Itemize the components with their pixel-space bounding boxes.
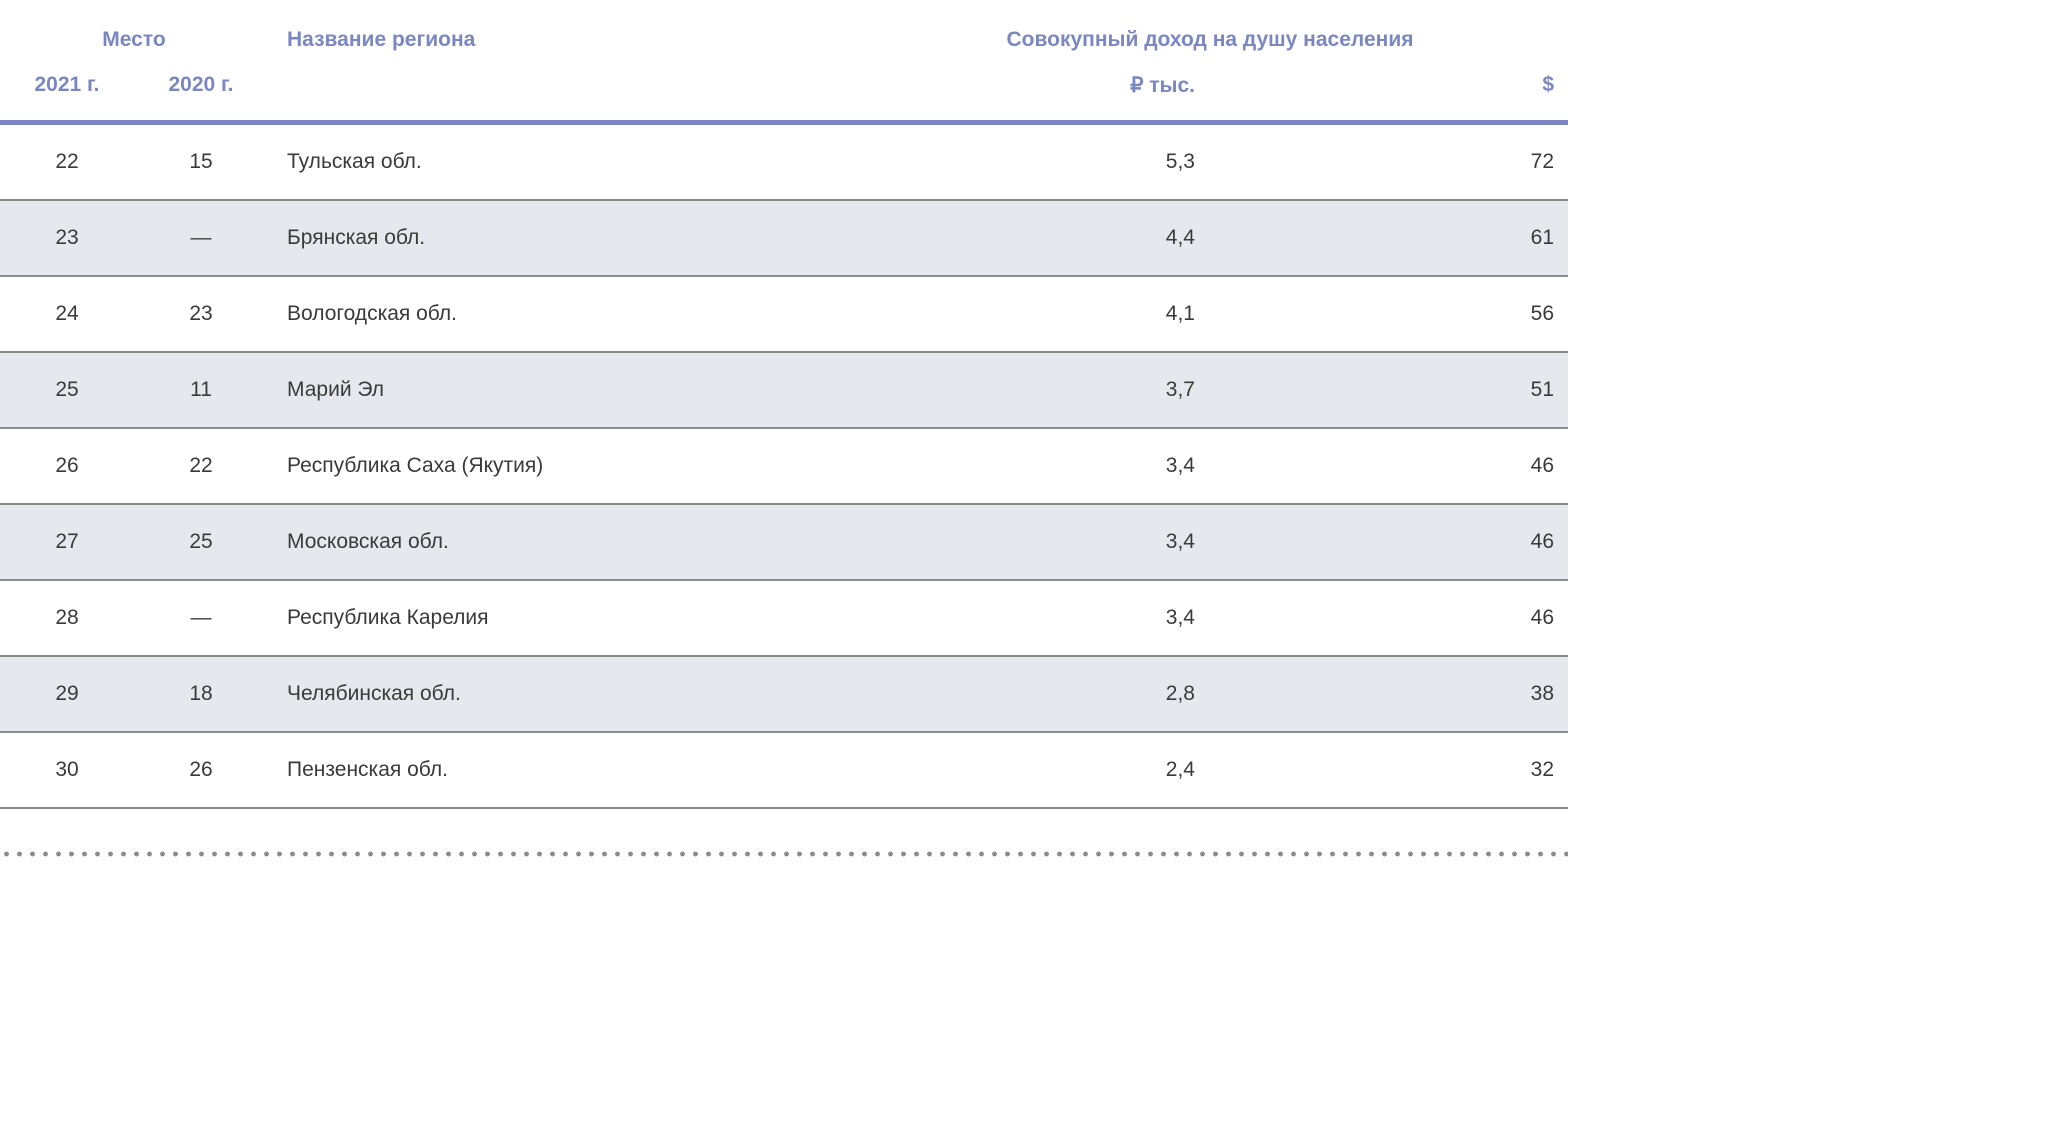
header-usd: $ xyxy=(1542,73,1554,96)
cell-income-usd: 51 xyxy=(1530,378,1554,401)
cell-income-rub: 3,4 xyxy=(1165,606,1195,629)
cell-income-usd: 61 xyxy=(1530,226,1554,249)
cell-rank-2021: 30 xyxy=(55,758,79,781)
table-row: 24 23 Вологодская обл. 4,1 56 xyxy=(0,277,1568,353)
cell-rank-2021: 29 xyxy=(55,682,79,705)
cell-rank-2020: 18 xyxy=(189,682,213,705)
cell-region: Тульская обл. xyxy=(287,150,422,173)
header-region-name: Название региона xyxy=(287,28,476,51)
table-row: 25 11 Марий Эл 3,7 51 xyxy=(0,353,1568,429)
cell-income-usd: 38 xyxy=(1530,682,1554,705)
table-row: 29 18 Челябинская обл. 2,8 38 xyxy=(0,657,1568,733)
header-year-2020: 2020 г. xyxy=(168,73,234,96)
cell-rank-2020: 11 xyxy=(190,378,212,401)
cell-rank-2020: 15 xyxy=(189,150,213,173)
cell-region: Челябинская обл. xyxy=(287,682,461,705)
cell-income-rub: 4,4 xyxy=(1165,226,1195,249)
cell-rank-2020: 22 xyxy=(189,454,213,477)
cell-region: Пензенская обл. xyxy=(287,758,448,781)
cell-rank-2020: 25 xyxy=(189,530,213,553)
income-ranking-table: Место 2021 г. 2020 г. Название региона С… xyxy=(0,0,1568,857)
table-row: 28 — Республика Карелия 3,4 46 xyxy=(0,581,1568,657)
cell-income-rub: 2,4 xyxy=(1165,758,1195,781)
cell-income-usd: 72 xyxy=(1530,150,1554,173)
cell-rank-2021: 22 xyxy=(55,150,79,173)
cell-rank-2020: — xyxy=(190,606,212,629)
cell-region: Республика Саха (Якутия) xyxy=(287,454,544,477)
cell-rank-2021: 23 xyxy=(55,226,79,249)
header-income-per-capita: Совокупный доход на душу населения xyxy=(1006,28,1414,51)
cell-income-usd: 56 xyxy=(1530,302,1554,325)
cell-income-usd: 46 xyxy=(1530,454,1554,477)
cell-income-rub: 4,1 xyxy=(1165,302,1195,325)
cell-rank-2021: 25 xyxy=(55,378,79,401)
cell-income-rub: 5,3 xyxy=(1165,150,1195,173)
header-year-2021: 2021 г. xyxy=(34,73,100,96)
cell-region: Брянская обл. xyxy=(287,226,426,249)
header-rub-thousands: ₽ тыс. xyxy=(1130,74,1195,97)
cell-income-rub: 3,4 xyxy=(1165,454,1195,477)
cell-income-rub: 3,4 xyxy=(1165,530,1195,553)
table-header: Место 2021 г. 2020 г. Название региона С… xyxy=(0,0,1568,125)
cell-income-rub: 2,8 xyxy=(1165,682,1195,705)
cell-region: Московская обл. xyxy=(287,530,449,553)
cell-rank-2021: 28 xyxy=(55,606,79,629)
table-row: 22 15 Тульская обл. 5,3 72 xyxy=(0,125,1568,201)
table-row: 27 25 Московская обл. 3,4 46 xyxy=(0,505,1568,581)
cell-income-rub: 3,7 xyxy=(1165,378,1195,401)
cell-region: Вологодская обл. xyxy=(287,302,457,325)
table-body: 22 15 Тульская обл. 5,3 72 23 — Брянская… xyxy=(0,125,1568,809)
cell-rank-2021: 24 xyxy=(55,302,79,325)
cell-income-usd: 46 xyxy=(1530,606,1554,629)
cell-rank-2020: — xyxy=(190,226,212,249)
cell-region: Марий Эл xyxy=(287,378,385,401)
cell-income-usd: 32 xyxy=(1530,758,1554,781)
cell-income-usd: 46 xyxy=(1530,530,1554,553)
cell-region: Республика Карелия xyxy=(287,606,489,629)
cell-rank-2020: 23 xyxy=(189,302,213,325)
table-row: 26 22 Республика Саха (Якутия) 3,4 46 xyxy=(0,429,1568,505)
cell-rank-2021: 27 xyxy=(55,530,79,553)
cell-rank-2020: 26 xyxy=(189,758,213,781)
table-row: 23 — Брянская обл. 4,4 61 xyxy=(0,201,1568,277)
table-row: 30 26 Пензенская обл. 2,4 32 xyxy=(0,733,1568,809)
header-place: Место xyxy=(102,28,166,51)
dotted-divider xyxy=(0,851,1568,857)
cell-rank-2021: 26 xyxy=(55,454,79,477)
